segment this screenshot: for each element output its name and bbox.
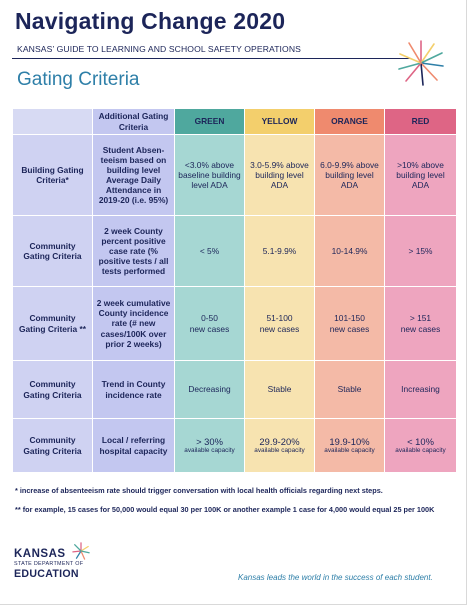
header-yellow: YELLOW: [244, 108, 315, 135]
yellow-cell: Stable: [244, 360, 315, 419]
kansas-star-icon: [72, 542, 90, 560]
logo-kansas-text: KANSAS: [14, 548, 66, 560]
header-green: GREEN: [174, 108, 245, 135]
table-row: Community Gating Criteria Local / referr…: [12, 418, 457, 473]
footnote-absenteeism: * increase of absenteeism rate should tr…: [15, 486, 383, 495]
orange-cell: 19.9-10% available capacity: [314, 418, 385, 473]
orange-unit: new cases: [329, 323, 370, 334]
footer-tagline: Kansas leads the world in the success of…: [238, 573, 433, 582]
red-cell: > 151 new cases: [384, 286, 457, 361]
yellow-cell: 5.1-9.9%: [244, 215, 315, 287]
red-cell: < 10% available capacity: [384, 418, 457, 473]
row-additional-criteria: Local / referring hospital capacity: [92, 418, 175, 473]
table-row: Community Gating Criteria 2 week County …: [12, 215, 457, 287]
row-label: Community Gating Criteria: [12, 360, 93, 419]
orange-unit: available capacity: [324, 447, 375, 455]
page-subtitle: KANSAS’ GUIDE TO LEARNING AND SCHOOL SAF…: [17, 44, 301, 54]
green-value: > 30%: [196, 436, 223, 448]
orange-cell: 6.0-9.9% above building level ADA: [314, 134, 385, 216]
orange-cell: 10-14.9%: [314, 215, 385, 287]
red-cell: >10% above building level ADA: [384, 134, 457, 216]
row-label: Community Gating Criteria: [12, 418, 93, 473]
header-orange: ORANGE: [314, 108, 385, 135]
red-cell: Increasing: [384, 360, 457, 419]
yellow-value: 51-100: [266, 313, 293, 324]
row-label: Community Gating Criteria **: [12, 286, 93, 361]
section-title: Gating Criteria: [17, 69, 140, 90]
red-unit: new cases: [400, 323, 441, 334]
yellow-unit: available capacity: [254, 447, 305, 455]
yellow-value: 29.9-20%: [259, 436, 300, 448]
logo-education-text: EDUCATION: [14, 568, 79, 580]
green-cell: 0-50 new cases: [174, 286, 245, 361]
red-cell: > 15%: [384, 215, 457, 287]
orange-cell: Stable: [314, 360, 385, 419]
logo-state-text: STATE DEPARTMENT OF: [14, 561, 84, 567]
yellow-unit: new cases: [259, 323, 300, 334]
table-row: Building Gating Criteria* Student Absen-…: [12, 134, 457, 216]
orange-value: 19.9-10%: [329, 436, 370, 448]
yellow-cell: 29.9-20% available capacity: [244, 418, 315, 473]
green-unit: available capacity: [184, 447, 235, 455]
table-row: Community Gating Criteria ** 2 week cumu…: [12, 286, 457, 361]
orange-value: 101-150: [334, 313, 365, 324]
starburst-icon: [398, 40, 444, 86]
row-additional-criteria: 2 week County percent positive case rate…: [92, 215, 175, 287]
header-divider: [12, 58, 410, 59]
gating-criteria-table: Additional Gating Criteria GREEN YELLOW …: [12, 108, 457, 473]
row-additional-criteria: Trend in County incidence rate: [92, 360, 175, 419]
row-additional-criteria: Student Absen-teeism based on building l…: [92, 134, 175, 216]
ksde-logo: KANSAS STATE DEPARTMENT OF EDUCATION: [14, 542, 94, 582]
page-title: Navigating Change 2020: [15, 8, 286, 34]
header-blank-cell: [12, 108, 93, 135]
table-header-row: Additional Gating Criteria GREEN YELLOW …: [12, 108, 457, 135]
table-row: Community Gating Criteria Trend in Count…: [12, 360, 457, 419]
footnote-incidence-example: ** for example, 15 cases for 50,000 woul…: [15, 505, 435, 514]
row-label: Building Gating Criteria*: [12, 134, 93, 216]
green-value: 0-50: [201, 313, 218, 324]
row-label: Community Gating Criteria: [12, 215, 93, 287]
green-unit: new cases: [189, 323, 230, 334]
green-cell: < 5%: [174, 215, 245, 287]
red-value: < 10%: [407, 436, 434, 448]
header-red: RED: [384, 108, 457, 135]
red-value: > 151: [409, 313, 432, 324]
header-additional-criteria: Additional Gating Criteria: [92, 108, 175, 135]
row-additional-criteria: 2 week cumulative County incidence rate …: [92, 286, 175, 361]
orange-cell: 101-150 new cases: [314, 286, 385, 361]
green-cell: > 30% available capacity: [174, 418, 245, 473]
yellow-cell: 51-100 new cases: [244, 286, 315, 361]
red-unit: available capacity: [395, 447, 446, 455]
green-cell: <3.0% above baseline building level ADA: [174, 134, 245, 216]
yellow-cell: 3.0-5.9% above building level ADA: [244, 134, 315, 216]
green-cell: Decreasing: [174, 360, 245, 419]
